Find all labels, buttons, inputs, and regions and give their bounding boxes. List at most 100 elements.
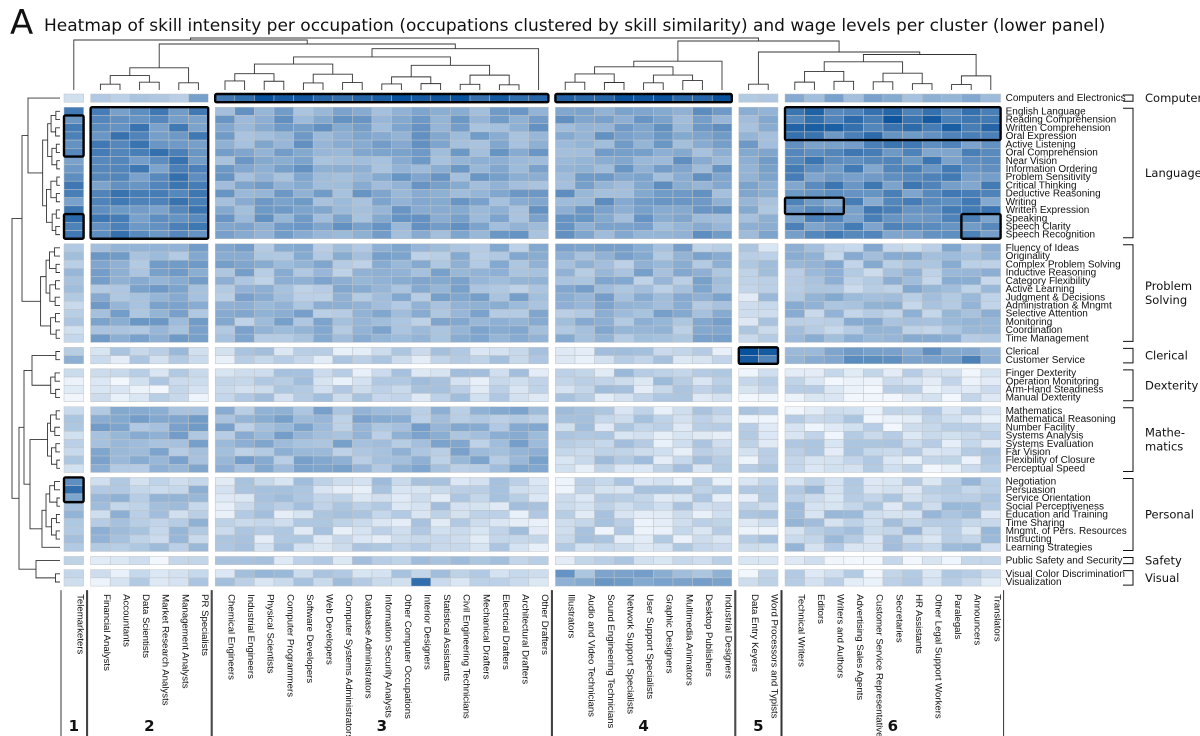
heat-cell-financial-analysts-information-ordering <box>90 164 111 174</box>
heat-cell-technical-writers-written-expression <box>784 205 805 215</box>
heat-cell-data-scientists-category-flexibility <box>129 276 150 286</box>
heat-cell-market-research-analysts-near-vision <box>149 156 170 166</box>
heat-cell-pr-specialists-complex-problem-solving <box>188 259 209 269</box>
heat-cell-accountants-visualization <box>109 577 131 587</box>
heat-cell-chemical-engineers-arm-hand-steadiness <box>214 385 236 394</box>
heat-cell-management-analysts-perceptual-speed <box>168 463 189 473</box>
heat-cell-editors-active-learning <box>804 284 825 294</box>
heat-cell-multimedia-animators-operation-monitoring <box>672 376 693 386</box>
heat-cell-data-entry-keyers-coordination <box>738 325 759 335</box>
heat-cell-industrial-designers-arm-hand-steadiness <box>711 385 733 394</box>
heat-cell-network-support-specialists-customer-service <box>613 355 635 365</box>
heat-cell-multimedia-animators-administration-mngmt <box>672 301 693 310</box>
heat-cell-announcers-speech-recognition <box>961 230 982 239</box>
heat-cell-other-drafters-speech-recognition <box>528 230 549 239</box>
skill-label-clerical: Clerical <box>1006 347 1039 358</box>
skill-label-writing: Writing <box>1006 197 1037 208</box>
heat-cell-pr-specialists-number-facility <box>188 422 209 432</box>
occupation-label-other-drafters: Other Drafters <box>539 594 550 655</box>
heat-cell-desktop-publishers-manual-dexterity <box>692 393 713 402</box>
heat-cell-web-developers-perceptual-speed <box>312 463 334 473</box>
heat-cell-data-entry-keyers-written-comprehension <box>738 123 759 133</box>
heat-cell-market-research-analysts-mngmt-of-pers-resources <box>149 526 170 536</box>
heat-cell-telemarketers-mngmt-of-pers-resources <box>63 526 84 536</box>
heat-cell-civil-engineering-technicians-category-flexibility <box>450 276 471 286</box>
heat-cell-market-research-analysts-speech-recognition <box>149 230 170 239</box>
heat-cell-sound-engineering-technicians-education-and-training <box>594 510 615 519</box>
heat-cell-desktop-publishers-active-listening <box>692 139 713 149</box>
heat-cell-hr-assistants-learning-strategies <box>902 542 923 552</box>
heat-cell-hr-assistants-systems-evaluation <box>902 439 923 449</box>
heat-cell-market-research-analysts-administration-mngmt <box>149 301 170 310</box>
heat-cell-audio-and-video-technicians-writing <box>574 197 595 207</box>
heat-cell-interior-designers-public-safety-and-security <box>410 556 432 565</box>
heat-cell-architectural-drafters-deductive-reasoning <box>508 189 530 198</box>
heat-cell-network-support-specialists-monitoring <box>613 317 635 327</box>
heat-cell-telemarketers-number-facility <box>63 422 84 432</box>
heat-cell-computer-programmers-service-orientation <box>273 493 294 503</box>
heat-cell-telemarketers-speech-clarity <box>63 222 84 231</box>
heat-cell-market-research-analysts-education-and-training <box>149 510 170 519</box>
skill-group-bracket-dexterity <box>1123 369 1134 402</box>
heat-cell-statistical-assistants-perceptual-speed <box>430 463 451 473</box>
heat-cell-computer-systems-administrators-complex-problem-solving <box>332 259 353 269</box>
heat-cell-interior-designers-systems-evaluation <box>410 439 432 449</box>
heat-cell-mechanical-drafters-computers-and-electronics <box>469 93 490 103</box>
heat-cell-other-legal-support-workers-speech-recognition <box>921 230 943 239</box>
heat-cell-multimedia-animators-far-vision <box>672 447 693 457</box>
heat-cell-pr-specialists-education-and-training <box>188 510 209 519</box>
heat-cell-software-developers-mngmt-of-pers-resources <box>293 526 314 536</box>
heat-cell-word-processors-and-typists-written-comprehension <box>758 123 779 133</box>
heat-cell-management-analysts-mathematics <box>168 406 189 416</box>
heat-cell-chemical-engineers-fluency-of-ideas <box>214 243 236 253</box>
heat-cell-technical-writers-negotiation <box>784 477 805 486</box>
heat-cell-advertising-sales-agents-active-learning <box>843 284 864 294</box>
heat-cell-hr-assistants-administration-mngmt <box>902 301 923 310</box>
heat-cell-secretaries-information-ordering <box>882 164 903 174</box>
heat-cell-data-scientists-visualization <box>129 577 150 587</box>
heat-cell-market-research-analysts-clerical <box>149 347 170 356</box>
heat-cell-computer-systems-administrators-deductive-reasoning <box>332 189 353 198</box>
heat-cell-data-scientists-near-vision <box>129 156 150 166</box>
heat-cell-software-developers-customer-service <box>293 355 314 365</box>
heat-cell-technical-writers-mathematics <box>784 406 805 416</box>
heat-cell-audio-and-video-technicians-written-expression <box>574 205 595 215</box>
heat-cell-other-computer-occupations-far-vision <box>391 447 412 457</box>
heat-cell-computer-systems-administrators-near-vision <box>332 156 353 166</box>
cluster-label-2: 2 <box>144 717 154 735</box>
heat-cell-word-processors-and-typists-monitoring <box>758 317 779 327</box>
heat-cell-interior-designers-category-flexibility <box>410 276 432 286</box>
heat-cell-database-administrators-administration-mngmt <box>352 301 373 310</box>
heat-cell-industrial-engineers-complex-problem-solving <box>234 259 255 269</box>
heat-cell-computer-systems-administrators-speaking <box>332 213 353 223</box>
heat-cell-illustrators-written-comprehension <box>555 123 576 133</box>
heat-cell-other-computer-occupations-coordination <box>391 325 412 335</box>
heat-cell-other-drafters-education-and-training <box>528 510 549 519</box>
heat-cell-announcers-category-flexibility <box>961 276 982 286</box>
heat-cell-information-security-analysts-mathematical-reasoning <box>371 414 392 424</box>
heat-cell-other-drafters-fluency-of-ideas <box>528 243 549 253</box>
heat-cell-advertising-sales-agents-service-orientation <box>843 493 864 503</box>
heat-cell-other-drafters-mngmt-of-pers-resources <box>528 526 549 536</box>
heat-cell-computer-programmers-flexibility-of-closure <box>273 455 294 465</box>
heat-cell-announcers-mathematics <box>961 406 982 416</box>
heat-cell-financial-analysts-service-orientation <box>90 493 111 503</box>
heat-cell-industrial-engineers-active-learning <box>234 284 255 294</box>
heat-cell-chemical-engineers-english-language <box>214 106 236 116</box>
heat-cell-other-legal-support-workers-oral-comprehension <box>921 148 943 157</box>
heat-cell-announcers-writing <box>961 197 982 207</box>
heat-cell-graphic-designers-finger-dexterity <box>653 368 674 378</box>
heat-cell-word-processors-and-typists-social-perceptiveness <box>758 501 779 511</box>
heat-cell-writers-and-authors-complex-problem-solving <box>823 259 845 269</box>
heat-cell-illustrators-monitoring <box>555 317 576 327</box>
heat-cell-telemarketers-inductive-reasoning <box>63 268 84 277</box>
heat-cell-translators-reading-comprehension <box>980 115 1001 124</box>
heat-cell-sound-engineering-technicians-systems-evaluation <box>594 439 615 449</box>
heat-cell-hr-assistants-written-comprehension <box>902 123 923 133</box>
heat-cell-database-administrators-information-ordering <box>352 164 373 174</box>
heat-cell-audio-and-video-technicians-near-vision <box>574 156 595 166</box>
heat-cell-multimedia-animators-active-learning <box>672 284 693 294</box>
heat-cell-architectural-drafters-reading-comprehension <box>508 115 530 124</box>
heat-cell-electrical-drafters-information-ordering <box>489 164 510 174</box>
heat-cell-other-computer-occupations-inductive-reasoning <box>391 268 412 277</box>
